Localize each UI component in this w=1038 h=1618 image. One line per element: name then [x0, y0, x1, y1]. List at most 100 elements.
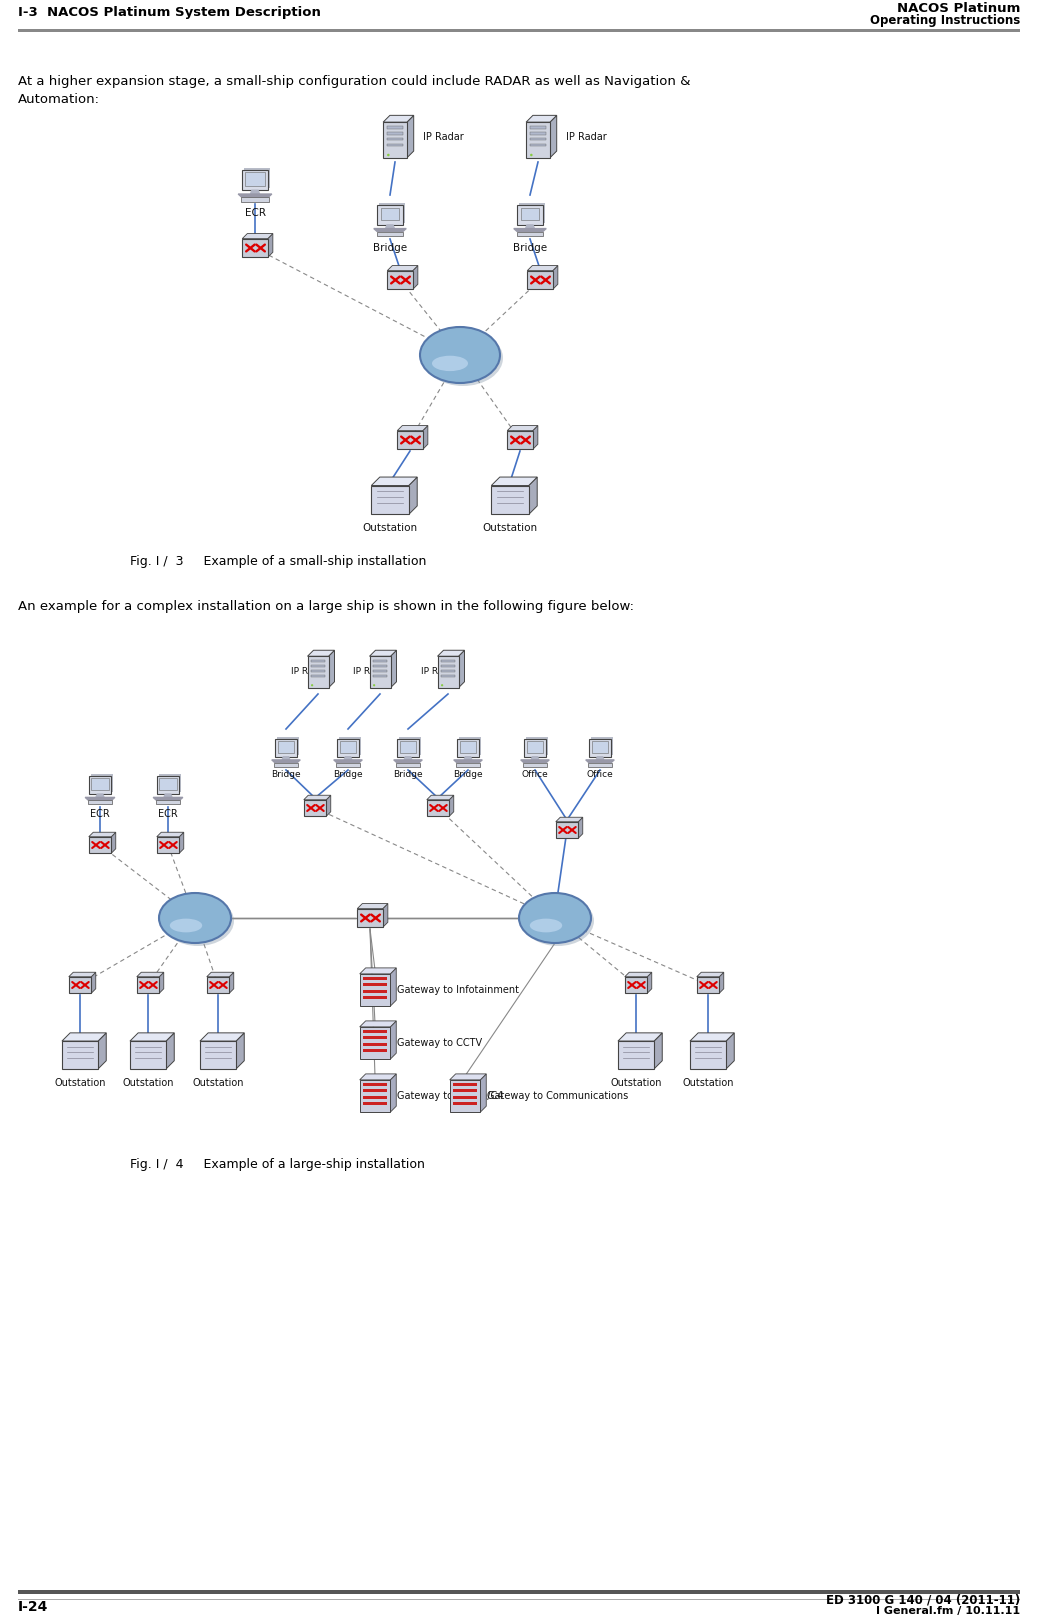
FancyBboxPatch shape [526, 741, 543, 752]
FancyBboxPatch shape [363, 990, 386, 992]
FancyBboxPatch shape [457, 762, 480, 767]
FancyBboxPatch shape [373, 670, 387, 673]
FancyBboxPatch shape [441, 665, 456, 667]
FancyBboxPatch shape [387, 138, 404, 141]
Polygon shape [166, 1032, 174, 1069]
Polygon shape [357, 903, 388, 909]
Polygon shape [180, 832, 184, 853]
Polygon shape [89, 832, 116, 837]
Polygon shape [390, 1074, 397, 1112]
Polygon shape [98, 1032, 106, 1069]
Text: ECR: ECR [158, 809, 177, 819]
Polygon shape [207, 972, 234, 977]
Polygon shape [62, 1032, 106, 1040]
FancyBboxPatch shape [310, 665, 325, 667]
FancyBboxPatch shape [454, 1095, 476, 1099]
Polygon shape [250, 191, 260, 194]
FancyBboxPatch shape [307, 657, 328, 688]
FancyBboxPatch shape [508, 430, 532, 450]
Polygon shape [154, 798, 183, 799]
FancyBboxPatch shape [387, 144, 404, 146]
FancyBboxPatch shape [397, 739, 419, 757]
Polygon shape [491, 477, 538, 485]
FancyBboxPatch shape [360, 1079, 390, 1112]
Polygon shape [385, 225, 394, 228]
FancyBboxPatch shape [156, 801, 181, 804]
FancyBboxPatch shape [696, 977, 719, 993]
Polygon shape [390, 650, 397, 688]
FancyBboxPatch shape [18, 1590, 1020, 1594]
FancyBboxPatch shape [387, 133, 404, 134]
Ellipse shape [170, 919, 202, 932]
FancyBboxPatch shape [363, 1036, 386, 1039]
FancyBboxPatch shape [397, 762, 419, 767]
Polygon shape [111, 832, 116, 853]
Polygon shape [398, 426, 428, 430]
Polygon shape [578, 817, 582, 838]
Text: Operating Instructions: Operating Instructions [870, 13, 1020, 26]
Text: Outstation: Outstation [362, 523, 417, 532]
FancyBboxPatch shape [454, 1082, 476, 1086]
FancyBboxPatch shape [339, 741, 356, 752]
FancyBboxPatch shape [62, 1040, 98, 1069]
Polygon shape [85, 798, 115, 799]
FancyBboxPatch shape [387, 270, 413, 290]
FancyBboxPatch shape [363, 997, 386, 998]
FancyBboxPatch shape [18, 29, 1020, 32]
FancyBboxPatch shape [363, 1089, 386, 1092]
Text: Automation:: Automation: [18, 92, 100, 107]
Text: NACOS Platinum: NACOS Platinum [897, 2, 1020, 15]
FancyBboxPatch shape [529, 126, 546, 129]
FancyBboxPatch shape [519, 204, 545, 223]
FancyBboxPatch shape [378, 205, 403, 225]
FancyBboxPatch shape [275, 739, 297, 757]
FancyBboxPatch shape [89, 837, 111, 853]
FancyBboxPatch shape [383, 121, 407, 159]
FancyBboxPatch shape [529, 133, 546, 134]
FancyBboxPatch shape [336, 762, 359, 767]
Text: I General.fm / 10.11.11: I General.fm / 10.11.11 [876, 1607, 1020, 1616]
Text: Bridge: Bridge [393, 770, 422, 778]
Polygon shape [526, 115, 556, 121]
Circle shape [387, 154, 389, 157]
FancyBboxPatch shape [363, 1048, 386, 1052]
Polygon shape [648, 972, 652, 993]
Polygon shape [383, 115, 414, 121]
Polygon shape [236, 1032, 244, 1069]
FancyBboxPatch shape [370, 657, 390, 688]
Text: Gateway to Admin/C4: Gateway to Admin/C4 [397, 1091, 503, 1100]
FancyBboxPatch shape [310, 670, 325, 673]
Polygon shape [719, 972, 723, 993]
Polygon shape [383, 903, 388, 927]
Polygon shape [374, 228, 406, 231]
Polygon shape [531, 757, 539, 760]
FancyBboxPatch shape [200, 1040, 236, 1069]
Polygon shape [690, 1032, 734, 1040]
FancyBboxPatch shape [449, 1079, 481, 1112]
Polygon shape [328, 650, 334, 688]
FancyBboxPatch shape [160, 778, 176, 790]
FancyBboxPatch shape [457, 739, 479, 757]
FancyBboxPatch shape [618, 1040, 654, 1069]
FancyBboxPatch shape [399, 738, 421, 754]
Polygon shape [393, 760, 422, 762]
Text: I-24: I-24 [18, 1600, 49, 1615]
Text: Outstation: Outstation [192, 1078, 244, 1087]
FancyBboxPatch shape [523, 762, 547, 767]
FancyBboxPatch shape [437, 657, 459, 688]
Polygon shape [69, 972, 95, 977]
FancyBboxPatch shape [310, 660, 325, 662]
Text: Bridge: Bridge [333, 770, 363, 778]
Polygon shape [508, 426, 538, 430]
Polygon shape [427, 796, 454, 799]
Polygon shape [654, 1032, 662, 1069]
FancyBboxPatch shape [277, 738, 299, 754]
Polygon shape [449, 1074, 486, 1079]
Text: IP Radar: IP Radar [353, 667, 390, 676]
FancyBboxPatch shape [69, 977, 91, 993]
FancyBboxPatch shape [88, 777, 111, 794]
Polygon shape [514, 228, 546, 231]
Polygon shape [242, 233, 273, 238]
FancyBboxPatch shape [304, 799, 326, 815]
FancyBboxPatch shape [157, 837, 180, 853]
